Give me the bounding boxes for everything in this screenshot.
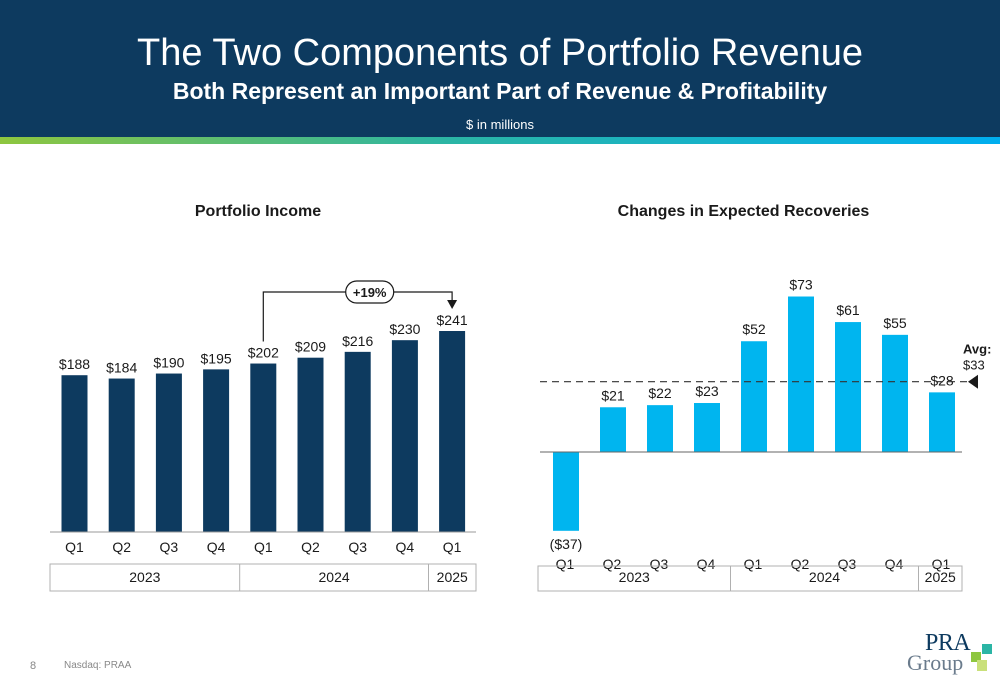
recoveries-tick-label: Q1 <box>932 556 951 572</box>
portfolio-income-tick-label: Q4 <box>396 539 415 555</box>
portfolio-income-tick-label: Q4 <box>207 539 226 555</box>
portfolio-income-tick-label: Q1 <box>254 539 273 555</box>
recoveries-bar <box>647 405 673 452</box>
accent-stripe <box>0 137 1000 144</box>
page-subtitle: Both Represent an Important Part of Reve… <box>172 78 828 104</box>
logo-squares-icon <box>971 644 992 671</box>
recoveries-tick-label: Q3 <box>838 556 857 572</box>
portfolio-income-value-label: $190 <box>153 355 184 371</box>
recoveries-value-label: $52 <box>742 321 766 337</box>
portfolio-income-bar <box>391 340 418 532</box>
recoveries-value-label: ($37) <box>550 536 583 552</box>
recoveries-bar <box>600 407 626 452</box>
portfolio-income-tick-label: Q2 <box>301 539 320 555</box>
recoveries-year-box <box>537 565 963 592</box>
recoveries-tick-label: Q1 <box>556 556 575 572</box>
ticker-label: Nasdaq: PRAA <box>64 660 132 671</box>
recoveries-tick-label: Q4 <box>885 556 904 572</box>
page-number: 8 <box>30 660 37 672</box>
recoveries-bar <box>929 392 955 452</box>
recoveries-tick-label: Q4 <box>697 556 716 572</box>
portfolio-income-year-label: 2025 <box>437 569 468 585</box>
recoveries-value-label: $73 <box>789 277 813 293</box>
recoveries-tick-label: Q2 <box>603 556 622 572</box>
growth-badge <box>345 280 395 304</box>
units-label: $ in millions <box>466 117 534 132</box>
portfolio-income-value-label: $202 <box>248 345 279 361</box>
recoveries-year-label: 2024 <box>809 569 840 585</box>
recoveries-bar <box>835 322 861 452</box>
portfolio-income-value-label: $230 <box>389 321 420 337</box>
pra-group-logo: PRA Group <box>905 630 995 675</box>
portfolio-income-tick-label: Q2 <box>112 539 131 555</box>
recoveries-value-label: $61 <box>836 302 860 318</box>
recoveries-bar <box>788 296 814 452</box>
portfolio-income-value-label: $184 <box>106 360 137 376</box>
logo-text-group: Group <box>907 650 964 675</box>
recoveries-bar <box>553 452 579 531</box>
recoveries-year-label: 2023 <box>619 569 650 585</box>
portfolio-income-year-box <box>49 563 477 592</box>
logo-text-pra: PRA <box>925 630 971 656</box>
recoveries-tick-label: Q1 <box>744 556 763 572</box>
recoveries-bar <box>741 341 767 452</box>
recoveries-value-label: $23 <box>695 383 719 399</box>
recoveries-year-label: 2025 <box>925 569 956 585</box>
average-value-label: $33 <box>963 358 985 373</box>
growth-badge-label: +19% <box>353 285 387 300</box>
recoveries-value-label: $22 <box>648 385 672 401</box>
recoveries-value-label: $28 <box>930 372 954 388</box>
recoveries-bar <box>882 334 908 452</box>
portfolio-income-bar <box>108 378 135 532</box>
expected-recoveries-title: Changes in Expected Recoveries <box>617 203 870 220</box>
portfolio-income-value-label: $216 <box>342 333 373 349</box>
portfolio-income-bar <box>203 369 230 532</box>
portfolio-income-bar <box>297 357 324 532</box>
average-marker-icon <box>968 374 978 389</box>
portfolio-income-tick-label: Q1 <box>443 539 462 555</box>
portfolio-income-bar <box>250 363 277 532</box>
page-title: The Two Components of Portfolio Revenue <box>137 32 863 74</box>
portfolio-income-year-label: 2024 <box>319 569 350 585</box>
portfolio-income-tick-label: Q3 <box>348 539 367 555</box>
recoveries-tick-label: Q2 <box>791 556 810 572</box>
portfolio-income-bar <box>344 351 371 532</box>
portfolio-income-bar <box>155 373 182 532</box>
average-label: Avg: <box>963 342 991 357</box>
portfolio-income-title: Portfolio Income <box>194 203 322 220</box>
recoveries-bar <box>694 403 720 452</box>
recoveries-tick-label: Q3 <box>650 556 669 572</box>
portfolio-income-year-label: 2023 <box>129 569 160 585</box>
portfolio-income-value-label: $195 <box>201 350 232 366</box>
portfolio-income-value-label: $241 <box>437 312 468 328</box>
portfolio-income-tick-label: Q3 <box>160 539 179 555</box>
portfolio-income-tick-label: Q1 <box>65 539 84 555</box>
recoveries-value-label: $55 <box>883 315 907 331</box>
portfolio-income-value-label: $209 <box>295 339 326 355</box>
portfolio-income-bar <box>61 375 88 532</box>
portfolio-income-bar <box>439 331 466 532</box>
recoveries-value-label: $21 <box>601 387 625 403</box>
header-banner <box>0 0 1000 137</box>
portfolio-income-value-label: $188 <box>59 356 90 372</box>
growth-arrow-head <box>447 300 458 310</box>
